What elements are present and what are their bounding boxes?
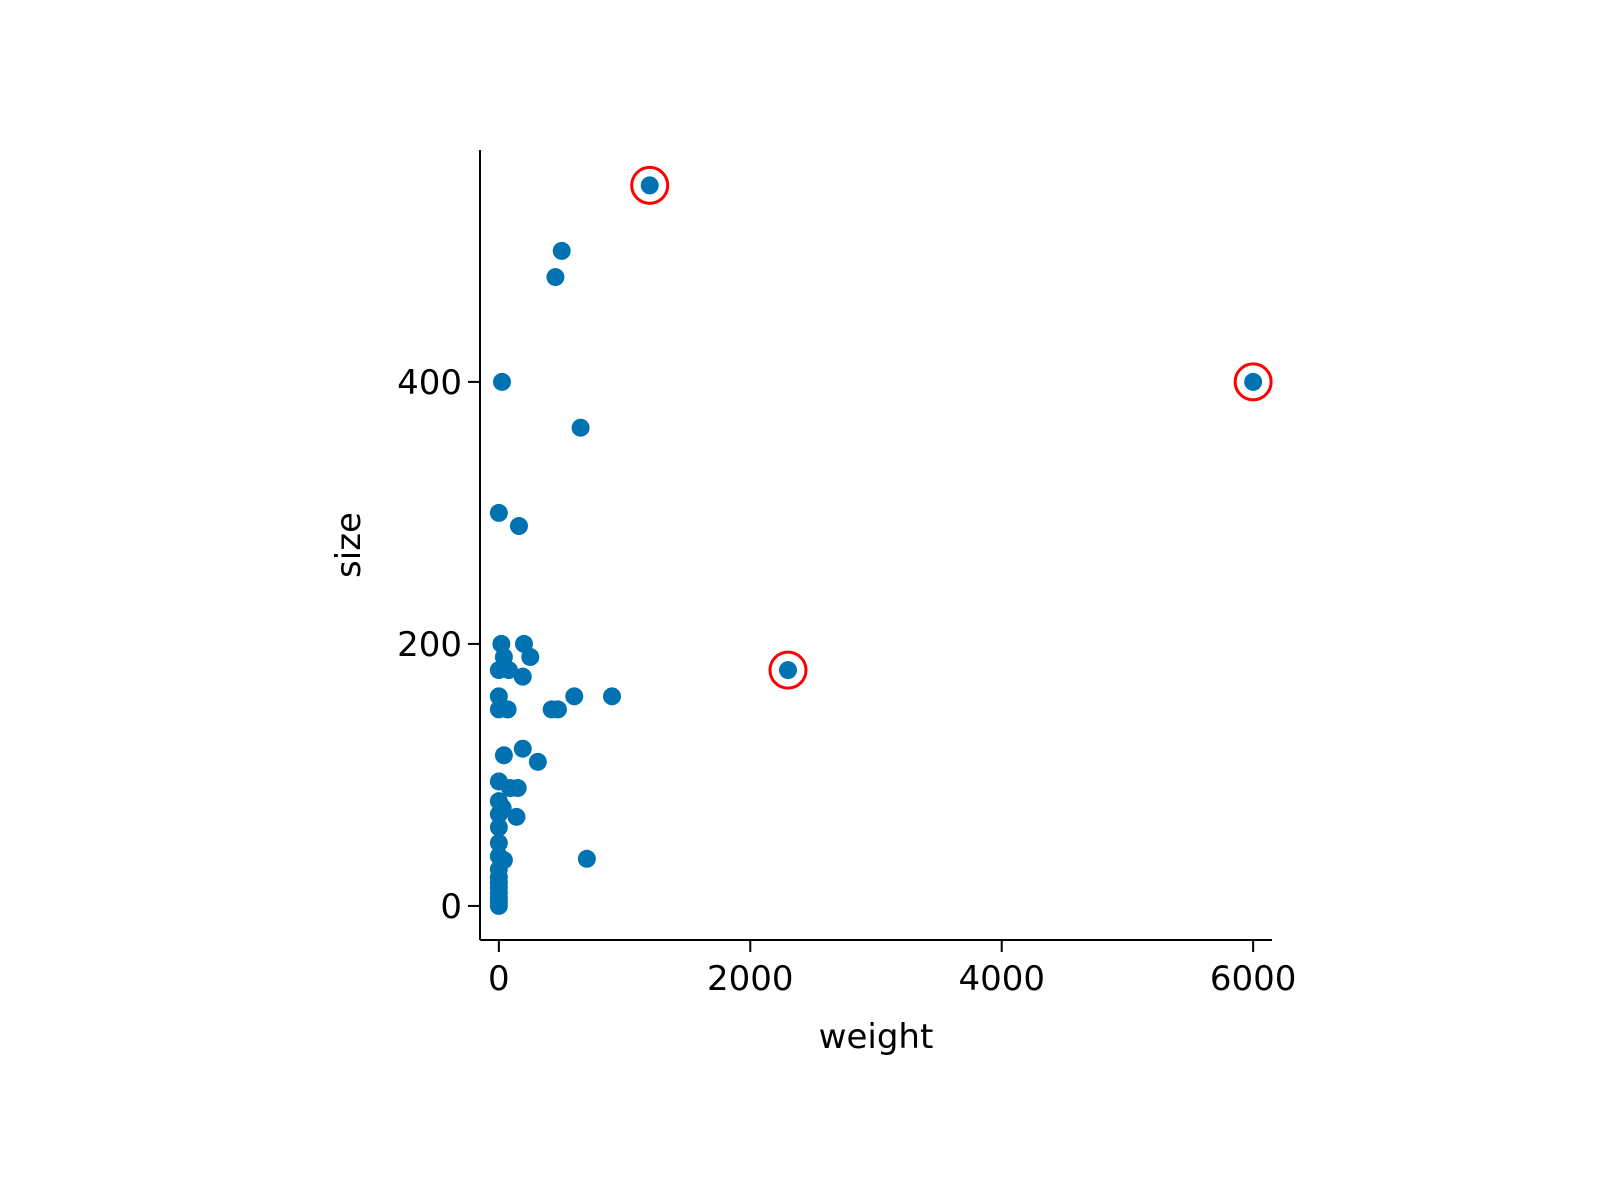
- ticks: 0 2000 4000 6000 0 200 400: [397, 363, 1296, 999]
- data-point: [493, 372, 511, 391]
- data-point: [571, 418, 590, 437]
- data-point: [489, 818, 508, 837]
- data-point: [577, 849, 596, 868]
- y-tick-label: 400: [397, 363, 462, 403]
- data-point: [489, 834, 508, 853]
- x-tick-label: 4000: [958, 959, 1045, 999]
- data-point: [779, 661, 797, 680]
- y-tick-label: 0: [440, 887, 462, 927]
- axes: [479, 150, 1272, 941]
- y-tick-label: 200: [397, 625, 462, 665]
- data-point: [546, 268, 565, 287]
- data-points: [489, 176, 1263, 915]
- data-point: [498, 700, 517, 719]
- y-axis-title: size: [329, 512, 369, 578]
- data-point: [513, 739, 532, 758]
- data-point: [640, 176, 659, 195]
- data-point: [494, 746, 513, 765]
- data-point: [507, 807, 526, 826]
- x-tick-label: 6000: [1210, 959, 1297, 999]
- x-axis-title: weight: [819, 1017, 934, 1057]
- data-point: [548, 700, 567, 719]
- data-point: [565, 687, 584, 706]
- data-point: [508, 779, 527, 798]
- data-point: [489, 687, 508, 706]
- data-point: [489, 503, 508, 522]
- data-point: [489, 896, 508, 915]
- x-tick-label: 0: [488, 959, 510, 999]
- data-point: [499, 661, 518, 680]
- data-point: [1244, 372, 1263, 391]
- data-point: [513, 667, 532, 686]
- data-point: [489, 805, 508, 824]
- highlight-ring: [630, 165, 670, 205]
- x-tick-label: 2000: [707, 959, 794, 999]
- highlight-ring: [1233, 362, 1273, 402]
- highlight-markers: [630, 165, 1273, 690]
- data-point: [528, 752, 547, 771]
- data-point: [509, 517, 528, 536]
- highlight-ring: [768, 650, 808, 690]
- data-point: [603, 687, 621, 706]
- data-point: [552, 241, 571, 260]
- data-point: [521, 648, 540, 667]
